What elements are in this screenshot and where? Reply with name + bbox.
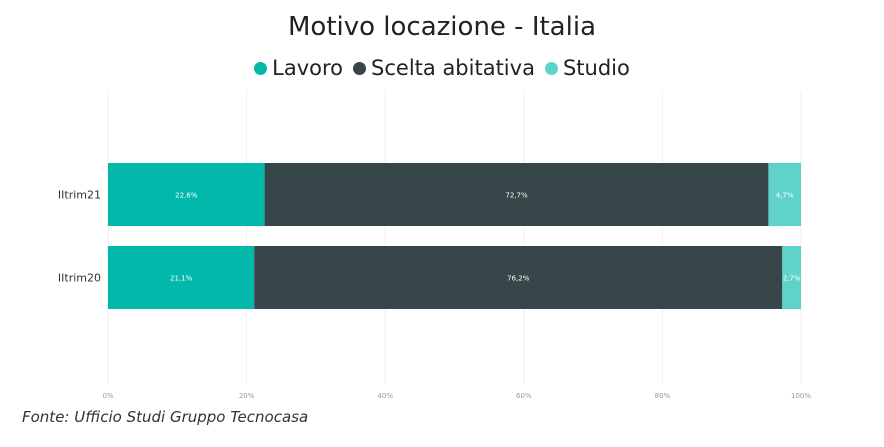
legend-dot-icon — [544, 61, 558, 75]
data-label: 22,6% — [175, 192, 198, 200]
bar-segment — [264, 163, 769, 226]
bar-segment — [108, 163, 265, 226]
legend-dot-icon — [254, 61, 268, 75]
x-tick-label: 80% — [655, 392, 671, 400]
data-label: 21,1% — [170, 275, 193, 283]
x-tick-label: 100% — [791, 392, 811, 400]
legend-label: Scelta abitativa — [371, 56, 535, 80]
category-label: IItrim21 — [58, 189, 101, 202]
legend-item-0: Lavoro — [254, 56, 343, 80]
x-tick-label: 0% — [102, 392, 113, 400]
source-note: Fonte: Ufficio Studi Gruppo Tecnocasa — [22, 408, 309, 426]
bar-segment — [782, 246, 801, 309]
category-label: IItrim20 — [58, 272, 101, 285]
data-label: 2,7% — [783, 275, 801, 283]
bar-segment — [768, 163, 801, 226]
data-label: 4,7% — [776, 192, 794, 200]
bar-segment — [108, 246, 255, 309]
data-label: 76,2% — [507, 275, 530, 283]
chart-title: Motivo locazione - Italia — [287, 12, 596, 42]
x-tick-label: 60% — [516, 392, 532, 400]
legend-label: Lavoro — [272, 56, 344, 80]
legend: Lavoro Scelta abitativa Studio — [0, 56, 884, 80]
bar-segment — [254, 246, 783, 309]
legend-item-2: Studio — [544, 56, 630, 80]
data-label: 72,7% — [505, 192, 528, 200]
x-tick-label: 40% — [377, 392, 393, 400]
legend-item-1: Scelta abitativa — [353, 56, 535, 80]
legend-label: Studio — [562, 56, 630, 80]
x-tick-label: 20% — [239, 392, 255, 400]
legend-dot-icon — [353, 61, 367, 75]
